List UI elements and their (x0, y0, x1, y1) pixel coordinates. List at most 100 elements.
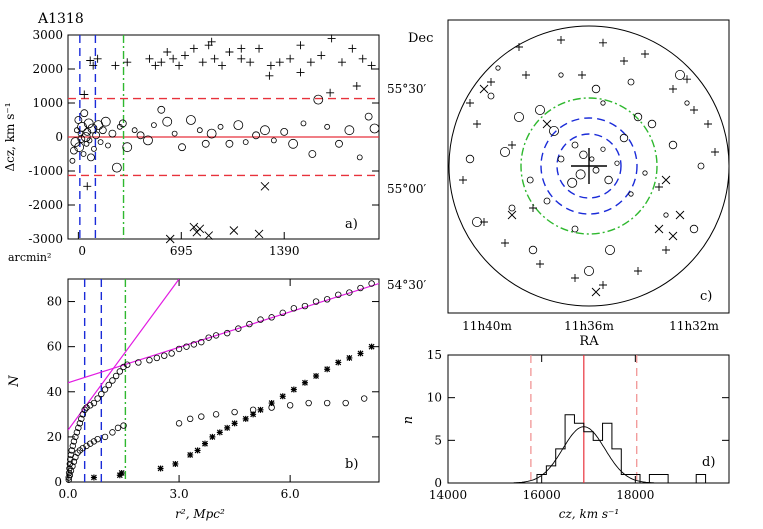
panel-b-point (346, 354, 353, 361)
panel-b-point (216, 429, 223, 436)
panel-c-point (466, 99, 474, 107)
panel-a-point (83, 140, 90, 147)
panel-a-point (80, 90, 89, 99)
panel-b-point (146, 357, 153, 364)
panel-c-point (578, 71, 586, 79)
panel-b-point (175, 345, 183, 353)
panel-b-point (212, 411, 220, 418)
panel-c-point (479, 84, 489, 94)
panel-a-point (308, 150, 317, 158)
panel-b-point (305, 399, 312, 407)
panel-c-point (579, 150, 588, 159)
panel-a-point (145, 54, 154, 63)
panel-b-point (75, 424, 82, 432)
panel-c-point (543, 197, 551, 205)
panel-a-point (201, 139, 210, 148)
panel-a-point (165, 234, 175, 244)
panel-c-point (542, 119, 552, 129)
panel-a-ylabel: Δcz, km s⁻¹ (3, 102, 17, 171)
panel-b-point (246, 320, 253, 328)
panel-a-point (317, 51, 326, 60)
panel-c: Dec 55°30′ 55°00′ 54°30′ 11h40m 11h36m 1… (387, 19, 730, 349)
panel-d-xlabel: cz, km s⁻¹ (559, 507, 619, 521)
panel-b-point (231, 408, 238, 416)
panel-d-ytick-label: 5 (434, 433, 442, 447)
panel-a-point (324, 123, 331, 130)
panel-a-point (100, 116, 111, 127)
panel-a-point (150, 122, 157, 128)
panel-a-point (86, 56, 95, 65)
panel-c-point (459, 176, 467, 184)
panel-a-point (246, 58, 255, 67)
panel-b-point (74, 449, 81, 456)
panel-c-r3-circle (520, 97, 658, 235)
panel-c-point (663, 212, 669, 218)
panel-b-point (335, 291, 342, 298)
panel-c-point (704, 120, 712, 128)
panel-a-point (210, 54, 219, 63)
panel-a-label: a) (345, 217, 358, 232)
panel-a-point (123, 58, 132, 67)
panel-a-point (206, 128, 217, 139)
panel-c-ytick-1: 55°30′ (387, 82, 427, 96)
panel-b-point (201, 440, 208, 447)
panel-b-point (105, 381, 112, 389)
panel-b-point (360, 395, 368, 402)
panel-a-point (242, 139, 249, 146)
panel-b-point (301, 379, 308, 386)
panel-c-point (473, 120, 481, 128)
figure-title: A1318 (37, 11, 84, 27)
panel-a-point (337, 58, 346, 67)
panel-c-point (507, 210, 517, 220)
panel-a-ytick-label: 1000 (32, 96, 63, 110)
panel-c-point (589, 156, 595, 162)
panel-a-point (288, 138, 299, 149)
panel-b-point (357, 284, 364, 292)
panel-c-point (599, 38, 607, 47)
panel-a-point (254, 229, 264, 239)
panel-b-point (224, 424, 231, 431)
panel-c-point (620, 57, 628, 65)
panel-d-gaussian-fit (513, 426, 655, 484)
panel-c-point (604, 175, 613, 185)
panel-c-point (528, 245, 538, 255)
panel-b-point (313, 372, 320, 379)
panel-a-point (178, 143, 186, 152)
panel-a-point (237, 44, 246, 53)
panel-c-point (634, 267, 642, 275)
panel-c-point (668, 140, 678, 150)
panel-b-point (279, 309, 286, 317)
panel-a-point (217, 123, 224, 130)
panel-a-ytick-label: 3000 (32, 28, 63, 42)
panel-b-point (67, 467, 75, 474)
panel-d-marks (513, 355, 707, 484)
panel-a-point (108, 129, 117, 138)
panel-b-point (116, 368, 124, 375)
panel-a-point (97, 139, 104, 146)
panel-b-point (66, 472, 74, 479)
panel-a-point (218, 61, 227, 70)
panel-c-ylabel: Dec (408, 31, 433, 46)
panel-b-point (90, 438, 98, 445)
panel-d-xtick-label: 14000 (429, 488, 467, 502)
panel-c-point (529, 204, 537, 212)
panel-b-point (124, 361, 131, 368)
panel-a-xtick-label: 695 (170, 244, 193, 258)
panel-a-point (189, 44, 198, 53)
panel-a-point (260, 181, 270, 191)
panel-a-point (136, 131, 145, 140)
panel-a-point (77, 121, 87, 132)
panel-a-point (313, 94, 324, 105)
panel-b-point (101, 386, 109, 393)
panel-b-point (368, 343, 375, 350)
panel-b-point (94, 395, 101, 402)
panel-a-point (296, 41, 305, 50)
panel-c-point (522, 71, 530, 79)
panel-b-point (65, 476, 72, 483)
panel-a-point (225, 48, 234, 56)
panel-b-point (187, 451, 194, 458)
panel-c-point (526, 176, 534, 184)
panel-c-point (501, 239, 509, 247)
panel-c-point (641, 50, 649, 58)
panel-a-xtick-label: 1390 (269, 244, 300, 258)
